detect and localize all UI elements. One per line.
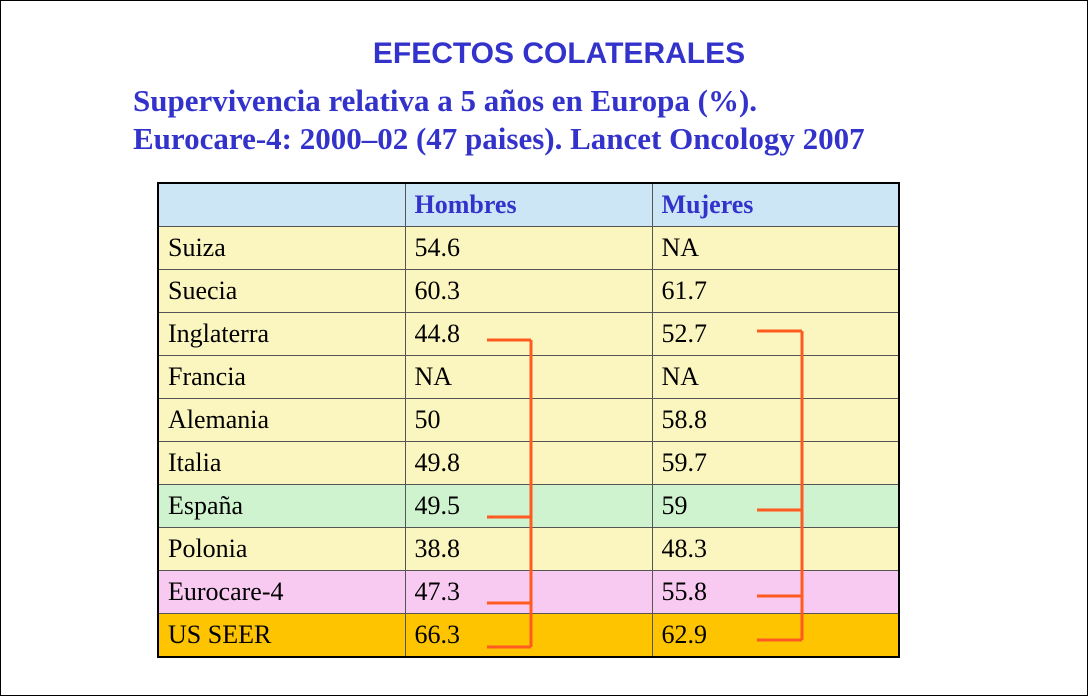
cell-mujeres: 58.8 xyxy=(651,398,900,442)
cell-country: Inglaterra xyxy=(157,312,406,356)
subtitle-line-2: Eurocare-4: 2000–02 (47 paises). Lancet … xyxy=(133,121,865,156)
cell-hombres: 66.3 xyxy=(404,613,653,658)
table-row: Suiza 54.6 NA xyxy=(157,226,900,270)
survival-table: Hombres Mujeres Suiza 54.6 NA Suecia 60.… xyxy=(157,182,900,658)
header-hombres: Hombres xyxy=(404,182,653,227)
table-row: Alemania 50 58.8 xyxy=(157,398,900,442)
cell-country: US SEER xyxy=(157,613,406,658)
cell-country: España xyxy=(157,484,406,528)
cell-mujeres: 59 xyxy=(651,484,900,528)
cell-mujeres: 52.7 xyxy=(651,312,900,356)
header-country xyxy=(157,182,406,227)
table-row: Suecia 60.3 61.7 xyxy=(157,269,900,313)
table-row: Italia 49.8 59.7 xyxy=(157,441,900,485)
cell-hombres: NA xyxy=(404,355,653,399)
cell-hombres: 49.8 xyxy=(404,441,653,485)
cell-mujeres: 61.7 xyxy=(651,269,900,313)
table-row: Francia NA NA xyxy=(157,355,900,399)
cell-hombres: 38.8 xyxy=(404,527,653,571)
cell-hombres: 60.3 xyxy=(404,269,653,313)
cell-country: Francia xyxy=(157,355,406,399)
cell-mujeres: NA xyxy=(651,355,900,399)
cell-hombres: 44.8 xyxy=(404,312,653,356)
cell-mujeres: 59.7 xyxy=(651,441,900,485)
subtitle-line-1: Supervivencia relativa a 5 años en Europ… xyxy=(133,83,758,118)
table-row-highlight-spain: España 49.5 59 xyxy=(157,484,900,528)
table-row-highlight-eurocare: Eurocare-4 47.3 55.8 xyxy=(157,570,900,614)
cell-hombres: 50 xyxy=(404,398,653,442)
cell-hombres: 54.6 xyxy=(404,226,653,270)
cell-country: Eurocare-4 xyxy=(157,570,406,614)
cell-country: Alemania xyxy=(157,398,406,442)
cell-country: Italia xyxy=(157,441,406,485)
table-row: Polonia 38.8 48.3 xyxy=(157,527,900,571)
cell-mujeres: 62.9 xyxy=(651,613,900,658)
slide-title: EFECTOS COLATERALES xyxy=(372,37,746,70)
table-row-highlight-us: US SEER 66.3 62.9 xyxy=(157,613,900,658)
cell-country: Polonia xyxy=(157,527,406,571)
table-row: Inglaterra 44.8 52.7 xyxy=(157,312,900,356)
cell-hombres: 47.3 xyxy=(404,570,653,614)
table-header-row: Hombres Mujeres xyxy=(157,182,900,227)
cell-country: Suecia xyxy=(157,269,406,313)
cell-mujeres: 55.8 xyxy=(651,570,900,614)
cell-country: Suiza xyxy=(157,226,406,270)
cell-mujeres: 48.3 xyxy=(651,527,900,571)
cell-mujeres: NA xyxy=(651,226,900,270)
cell-hombres: 49.5 xyxy=(404,484,653,528)
header-mujeres: Mujeres xyxy=(651,182,900,227)
